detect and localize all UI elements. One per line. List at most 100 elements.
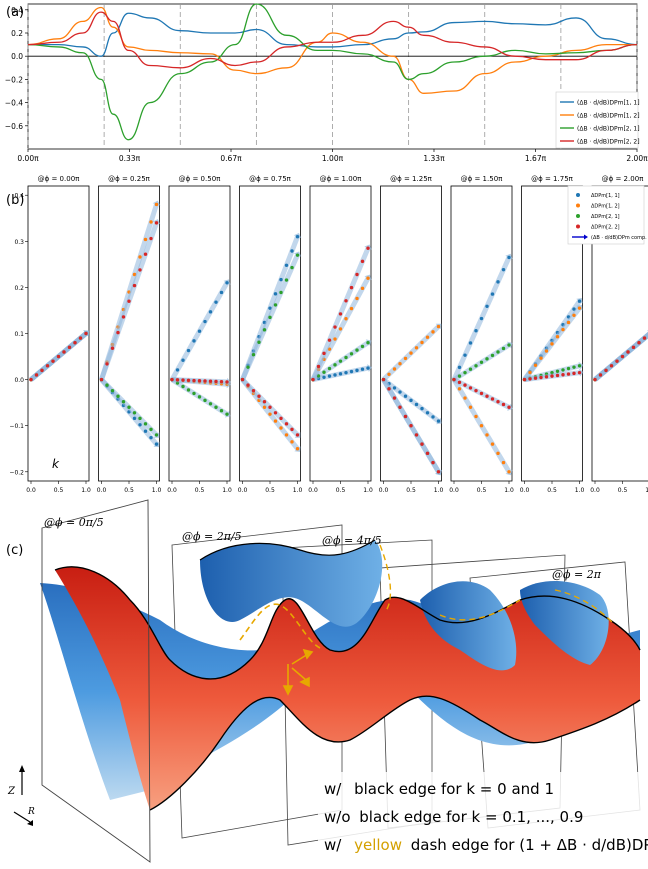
dot-series12	[555, 335, 560, 339]
dot-series21	[338, 359, 343, 363]
dot-series11	[268, 306, 272, 310]
dot-series11	[333, 373, 337, 377]
plane-label-4pi-5: @ϕ = 4π/5	[322, 534, 382, 547]
dot-series22	[333, 325, 337, 329]
subplot-title: @ϕ = 1.00π	[320, 175, 363, 183]
dot-series22	[181, 378, 185, 382]
legend-box	[567, 185, 645, 245]
legend-arrow-head	[584, 234, 588, 240]
panel-c-label: (c)	[6, 543, 23, 558]
dot-series12	[507, 470, 511, 474]
dot-series21	[225, 412, 229, 416]
panel-a-x-ticks: 0.00π 0.33π 0.67π 1.00π 1.33π 1.67π 2.00π	[17, 149, 648, 163]
dot-series12	[572, 313, 576, 317]
dot-series22	[225, 380, 229, 384]
dot-series12	[149, 220, 153, 224]
plane-label-2pi-5: @ϕ = 2π/5	[182, 530, 242, 543]
dot-series21	[349, 352, 354, 356]
dot-series22	[598, 373, 603, 377]
dot-series22	[544, 375, 549, 379]
dot-series22	[457, 380, 462, 385]
yellow-dash-edge-3	[439, 599, 521, 621]
dot-series21	[572, 365, 576, 369]
dot-series12	[344, 317, 348, 321]
dot-series11	[360, 367, 365, 371]
dot-series22	[485, 394, 489, 398]
dot-series11	[214, 300, 218, 304]
panel-b-chart: @ϕ = 0.00π 0.0 0.5 1.0 0.4 0.3 0.2 0.1 0.0 −0.1 −0…	[6, 175, 648, 494]
dot-series11	[154, 442, 159, 446]
dot-series22	[56, 354, 61, 359]
dot-series21	[203, 398, 207, 403]
dot-series22	[392, 396, 397, 400]
dot-series11	[181, 358, 185, 362]
series-line-series11	[28, 12, 638, 57]
dot-series12	[533, 363, 538, 368]
dot-series21	[327, 366, 332, 371]
dot-series12	[295, 447, 300, 451]
dot-series22	[268, 405, 272, 409]
dot-series21	[360, 344, 365, 349]
dot-series12	[463, 396, 467, 400]
dot-series22	[246, 383, 250, 387]
dot-series21	[132, 411, 137, 415]
dot-series21	[192, 391, 196, 396]
dot-series12	[436, 324, 441, 329]
dot-series11	[344, 370, 348, 375]
y-tick-label: 0.0	[14, 377, 24, 384]
y-tick-label: 0.0	[11, 52, 23, 61]
subplot-frame	[239, 185, 301, 482]
dot-series22	[170, 377, 174, 382]
dot-series12	[290, 440, 294, 444]
dot-series22	[121, 315, 126, 319]
dot-series11	[273, 292, 278, 296]
dot-series21	[121, 400, 126, 404]
dot-series22	[29, 377, 33, 382]
dot-series21	[463, 370, 467, 375]
dot-series22	[355, 272, 359, 277]
plane-label-2pi: @ϕ = 2π	[552, 568, 602, 581]
dot-series22	[67, 345, 72, 350]
dot-series22	[620, 354, 625, 359]
dot-series11	[149, 435, 153, 440]
subplot-7: @ϕ = 1.75π 0.0 0.5 1.0	[520, 175, 585, 494]
dot-series12	[566, 320, 571, 325]
dot-series21	[116, 394, 120, 398]
comp-arrow-head	[226, 377, 231, 386]
x-tick-label: 0.0	[379, 487, 389, 494]
panel-a-chart: 0.4 0.2 0.0 −0.2 −0.4 −0.6 0.00π 0.33π 0.67π 1.0…	[5, 3, 648, 163]
dot-series21	[110, 388, 115, 393]
dot-series22	[507, 405, 511, 409]
x-tick-label: 1.0	[81, 487, 91, 494]
x-tick-label: 2.00π	[626, 154, 648, 163]
dot-series22	[522, 377, 527, 382]
subplot-title: @ϕ = 0.25π	[108, 175, 151, 183]
x-tick-label: 1.0	[222, 487, 232, 494]
legend-dot	[576, 214, 580, 218]
dot-series22	[593, 377, 597, 382]
subplot-frame	[450, 185, 513, 482]
dot-series21	[186, 388, 191, 392]
dot-series22	[34, 373, 39, 377]
dot-series11	[403, 394, 408, 398]
dot-series21	[279, 290, 283, 295]
dot-series21	[468, 367, 473, 371]
dot-series21	[251, 353, 256, 357]
dot-series22	[154, 221, 159, 225]
dot-series22	[360, 259, 365, 264]
dot-series12	[262, 405, 267, 409]
dot-series11	[572, 307, 576, 311]
dot-series21	[127, 405, 131, 409]
y-tick-label: 0.2	[14, 285, 24, 292]
dot-series22	[366, 246, 370, 250]
dot-series22	[490, 397, 495, 401]
panel-b-label: (b)	[6, 193, 24, 208]
dot-series21	[268, 315, 272, 320]
dot-series11	[414, 402, 419, 407]
x-tick-label: 0.5	[618, 487, 628, 494]
dot-series11	[501, 267, 506, 272]
dot-series11	[463, 353, 467, 357]
x-tick-label: 0.0	[590, 487, 600, 494]
dot-series22	[642, 336, 647, 340]
